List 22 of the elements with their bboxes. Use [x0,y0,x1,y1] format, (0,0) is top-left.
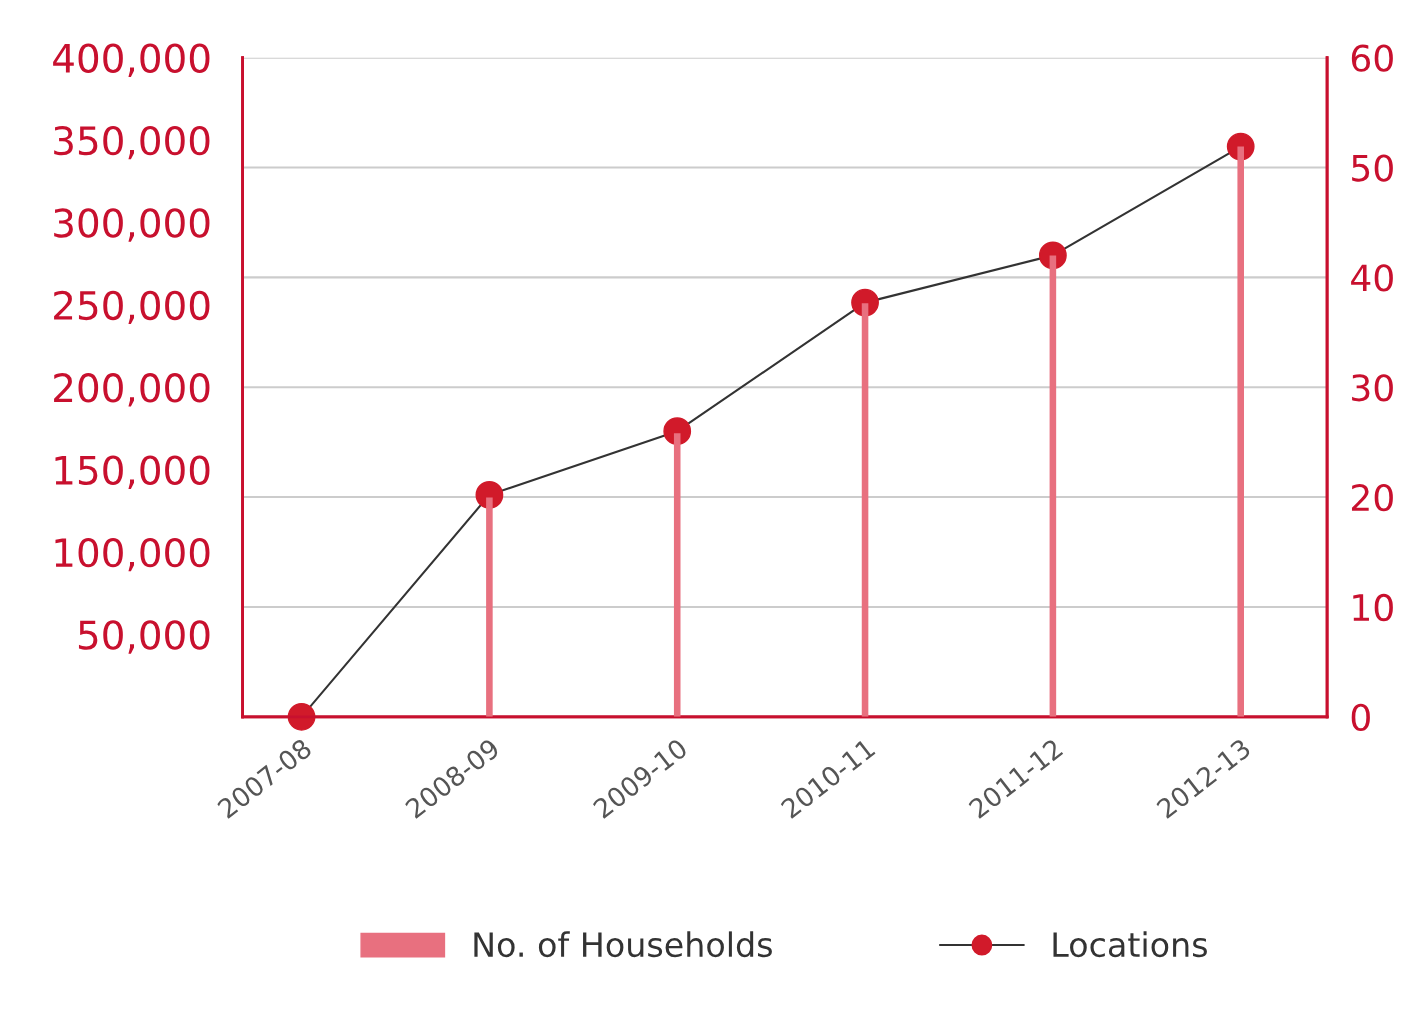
bar [1237,146,1244,717]
y-tick-label: 50,000 [78,620,210,654]
y2-tick-label: 50 [1352,154,1393,182]
y-tick-label: 150,000 [55,455,210,489]
y2-tick-label: 30 [1352,374,1393,402]
bar [861,303,869,717]
legend-label: Locations [1053,931,1207,958]
y2-tick-label: 40 [1351,264,1393,292]
y2-tick-label: 60 [1351,44,1393,72]
y-tick-label: 400,000 [53,43,210,77]
y-tick-label: 300,000 [54,208,210,242]
y2-tick-label: 10 [1353,593,1393,622]
y-tick-label: 100,000 [55,537,210,572]
y2-tick-label: 0 [1351,703,1370,732]
bar [486,497,493,717]
y-tick-label: 350,000 [54,125,210,160]
legend-label: No. of Households [474,931,772,958]
bar [1049,255,1057,717]
y-tick-label: 250,000 [54,290,210,325]
y2-tick-label: 20 [1351,483,1393,512]
y-tick-label: 200,000 [54,373,210,407]
bar [673,433,681,717]
